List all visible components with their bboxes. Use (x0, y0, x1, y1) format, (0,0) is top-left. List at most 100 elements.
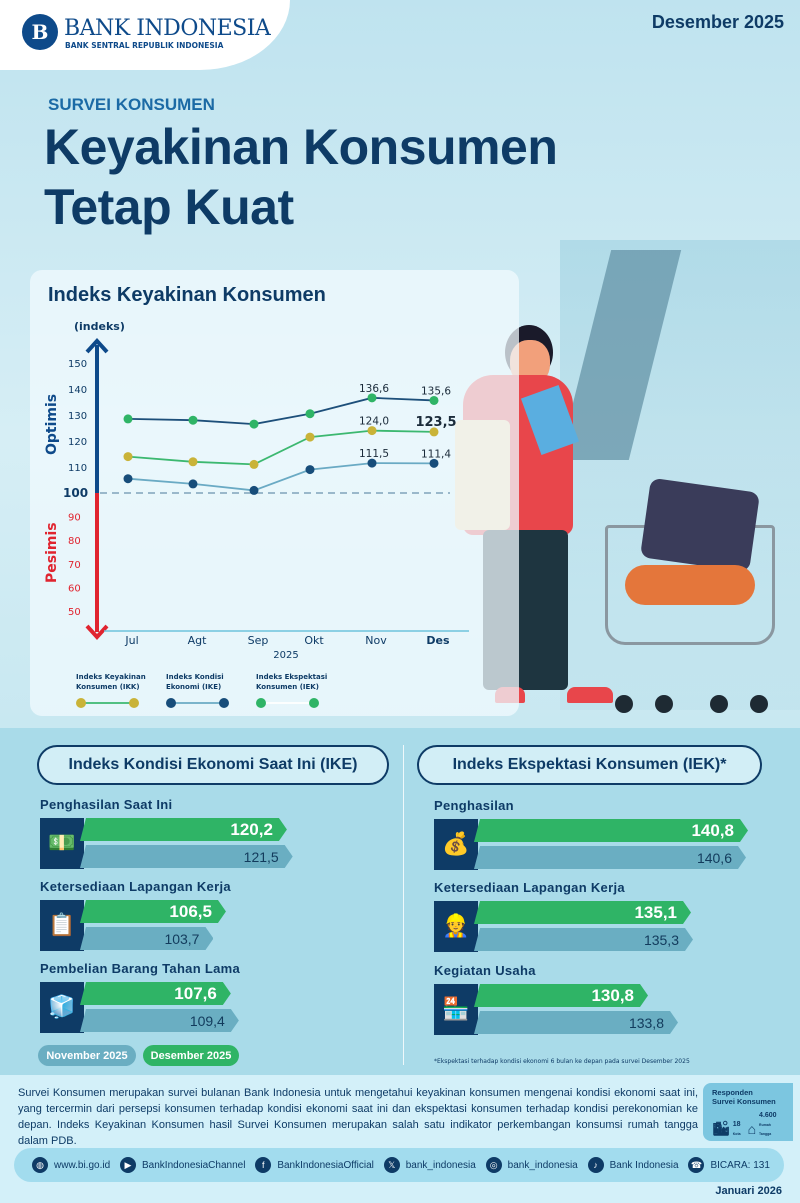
iek-footnote: *Ekspektasi terhadap kondisi ekonomi 6 b… (434, 1058, 690, 1065)
data-label: 135,6 (421, 385, 451, 397)
bar-value: 130,8 (591, 985, 634, 1005)
job-document-icon: 📋 (40, 900, 84, 951)
legend-label: Konsumen (IKK) (76, 683, 140, 691)
bar-november: 109,4 (80, 1009, 239, 1032)
data-point (123, 452, 133, 462)
social-label: bank_indonesia (507, 1159, 578, 1171)
x-axis-label: 2025 (273, 650, 298, 661)
money-hand-icon: 💵 (40, 818, 84, 869)
legend-dot (219, 698, 229, 708)
series-line (127, 396, 435, 426)
social-link[interactable]: ▶ BankIndonesiaChannel (120, 1157, 245, 1173)
y-axis-unit: (indeks) (74, 320, 125, 333)
bar-value: 106,5 (169, 901, 212, 921)
y-tick-label: 140 (68, 385, 87, 396)
facebook-icon: f (255, 1157, 272, 1173)
legend-dot (166, 698, 176, 708)
bank-indonesia-logo-icon: B (22, 14, 58, 50)
data-label: 124,0 (359, 416, 389, 428)
bar-value: 135,3 (643, 931, 679, 948)
social-link[interactable]: f BankIndonesiaOfficial (255, 1157, 374, 1173)
indicator-label: Kegiatan Usaha (434, 963, 536, 978)
section-divider (403, 745, 404, 1065)
legend-dot (309, 698, 319, 708)
households-unit: Rumah Tangga (759, 1123, 772, 1136)
social-media-bar: ◍ www.bi.go.id ▶ BankIndonesiaChannel f BankI… (14, 1148, 784, 1182)
x-tick-label: Nov (365, 634, 387, 647)
data-point (123, 474, 133, 484)
logo-subtitle: BANK SENTRAL REPUBLIK INDONESIA (65, 41, 224, 50)
social-label: BICARA: 131 (710, 1159, 770, 1171)
bar-value: 135,1 (634, 902, 677, 922)
social-label: BankIndonesiaOfficial (277, 1159, 374, 1171)
tiktok-icon: ♪ (587, 1157, 604, 1173)
bar-value: 140,6 (696, 849, 732, 866)
legend-label: Konsumen (IEK) (256, 683, 319, 691)
indicator-label: Penghasilan (434, 798, 514, 813)
social-link[interactable]: ♪ Bank Indonesia (587, 1157, 679, 1173)
page-title: Keyakinan Konsumen Tetap Kuat (44, 117, 558, 237)
data-label: 136,6 (359, 383, 389, 395)
data-label: 111,4 (421, 448, 451, 460)
title-line-2: Tetap Kuat (44, 179, 294, 235)
bar-value: 133,8 (628, 1014, 664, 1031)
data-point (188, 457, 198, 467)
survey-description: Survei Konsumen merupakan survei bulanan… (18, 1087, 698, 1147)
households-count: 4.600 (759, 1112, 777, 1119)
data-point (249, 459, 259, 469)
bar-november: 121,5 (80, 845, 293, 868)
bar-value: 103,7 (164, 930, 200, 947)
legend-november: November 2025 (38, 1045, 136, 1066)
bar-desember: 120,2 (80, 818, 287, 841)
house-icon: ⌂ (747, 1121, 757, 1137)
x-tick-label: Okt (304, 634, 324, 647)
social-link[interactable]: ◎ bank_indonesia (485, 1157, 578, 1173)
youtube-icon: ▶ (120, 1157, 137, 1173)
data-point (367, 393, 377, 403)
data-label: 111,5 (359, 448, 389, 460)
pesimis-label: Pesimis (44, 522, 60, 583)
social-label: BankIndonesiaChannel (142, 1159, 246, 1171)
data-point (367, 426, 377, 436)
legend-label: Ekonomi (IKE) (166, 683, 221, 691)
data-point (367, 458, 377, 468)
y-tick-label: 150 (68, 359, 87, 370)
x-tick-label: Jul (124, 634, 138, 647)
worker-hands-icon: 👷 (434, 901, 478, 952)
y-tick-label: 80 (68, 536, 81, 547)
indicator-label: Ketersediaan Lapangan Kerja (40, 879, 231, 894)
bar-desember: 130,8 (474, 984, 648, 1007)
logo-name: BANK INDONESIA (64, 16, 271, 41)
survey-kicker: SURVEI KONSUMEN (48, 95, 215, 114)
report-period: Desember 2025 (651, 12, 784, 32)
refrigerator-icon: 🧊 (40, 982, 84, 1033)
series-line (127, 429, 435, 466)
data-point (429, 395, 439, 405)
chart-title: Indeks Keyakinan Konsumen (48, 284, 326, 306)
y-tick-label: 120 (68, 437, 87, 448)
respondents-box: Responden Survei Konsumen 🏙 18 Kota ⌂ 4.6… (703, 1083, 793, 1141)
city-buildings-icon: 🏙 (712, 1120, 730, 1136)
data-point (305, 432, 315, 442)
data-point (429, 458, 439, 468)
x-tick-label: Agt (188, 634, 208, 647)
indicator-label: Pembelian Barang Tahan Lama (40, 961, 241, 976)
legend-label: Indeks Keyakinan (76, 673, 146, 681)
y-tick-label: 100 (63, 486, 88, 500)
y-tick-label: 110 (68, 463, 87, 474)
social-link[interactable]: ☎ BICARA: 131 (688, 1157, 770, 1173)
legend-dot (256, 698, 266, 708)
bar-value: 107,6 (174, 983, 217, 1003)
data-label: 123,5 (415, 415, 456, 430)
respondents-title-2: Survei Konsumen (712, 1097, 776, 1106)
bar-november: 140,6 (474, 846, 746, 869)
social-link[interactable]: ◍ www.bi.go.id (32, 1157, 110, 1173)
y-tick-label: 130 (68, 411, 87, 422)
social-label: bank_indonesia (405, 1159, 476, 1171)
x-icon: 𝕏 (383, 1157, 400, 1173)
indicator-label: Penghasilan Saat Ini (40, 797, 173, 812)
data-point (305, 409, 315, 419)
bar-value: 121,5 (243, 848, 279, 865)
bar-desember: 135,1 (474, 901, 691, 924)
